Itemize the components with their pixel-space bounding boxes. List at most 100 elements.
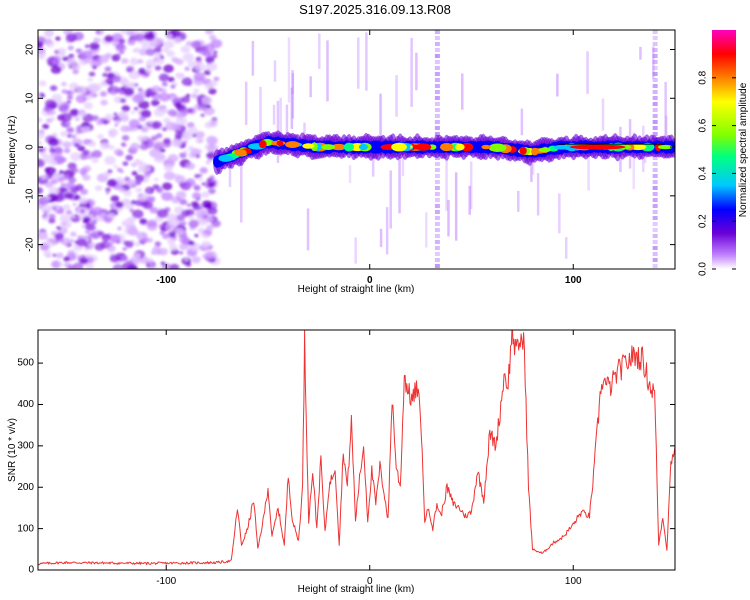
spectrogram-streak [587, 146, 590, 191]
spectrogram-cell [147, 257, 153, 262]
spectrogram-cell [72, 262, 84, 269]
spectrogram-cell [67, 162, 77, 170]
spectrogram-cell [154, 65, 162, 71]
spectrogram-streak [652, 84, 658, 88]
spectrogram-cell [119, 50, 125, 55]
spectrogram-cell [66, 95, 73, 100]
spectrogram-cell [204, 30, 214, 35]
spectrogram-streak [601, 98, 605, 131]
spectrogram-cell [136, 192, 149, 202]
spectrogram-cell [151, 85, 161, 93]
spectrogram-cell [76, 85, 88, 95]
spectrogram-cell [38, 158, 46, 168]
spectrogram-cell [137, 166, 146, 173]
spectrogram-cell [46, 196, 51, 201]
spectrogram-cell [65, 182, 75, 190]
spectrogram-cell [194, 63, 206, 72]
spectrogram-cell [91, 115, 99, 121]
spectrogram-cell [92, 65, 98, 70]
spectrogram-streak [652, 204, 658, 208]
spectrogram-cell [161, 81, 168, 87]
spectrogram-cell [103, 209, 108, 213]
spectrogram-cell [129, 142, 140, 151]
spectrogram-streak [652, 156, 658, 160]
spectrogram-cell [135, 160, 144, 166]
spectrogram-streak [434, 246, 440, 250]
spectrogram-streak [379, 93, 382, 160]
spectrogram-cell [57, 47, 67, 55]
spectrogram-cell [212, 54, 218, 59]
spectrogram-cell [130, 110, 136, 115]
spectrogram-cell [168, 231, 177, 238]
spectrogram-streak [652, 132, 658, 136]
spectrogram-cell [130, 162, 136, 167]
spectrogram-streak [348, 165, 352, 184]
spectrogram-streak [652, 198, 658, 202]
spectrogram-streak [371, 154, 375, 177]
spectrogram-cell [77, 110, 87, 117]
spectrogram-x-label: Height of straight line (km) [298, 284, 415, 295]
spectrogram-streak [434, 204, 440, 208]
ridge-peak [657, 144, 673, 150]
spectrogram-cell [206, 136, 218, 145]
spectrogram-ridge [213, 130, 675, 175]
spectrogram-streak [468, 185, 471, 215]
spectrogram-cell [170, 138, 183, 148]
spectrogram-streak [652, 72, 658, 76]
ridge-peak [302, 143, 315, 149]
spectrogram-cell [45, 237, 58, 247]
snr-frame [37, 329, 676, 571]
spectrogram-cell [109, 234, 121, 243]
spectrogram-cell [134, 241, 141, 247]
spectrogram-cell [69, 214, 76, 219]
spectrogram-cell [67, 45, 74, 51]
spectrogram-cell [203, 214, 208, 219]
ridge-peak [321, 144, 336, 150]
spectrogram-x-ticks: -100 0 100 [156, 30, 582, 286]
ridge-peak [553, 145, 571, 150]
spectrogram-cell [183, 140, 188, 144]
x-tick-label: -100 [156, 576, 176, 587]
spectrogram-cell [54, 232, 64, 240]
snr-x-ticks: -100 0 100 [156, 330, 582, 587]
spectrogram-streak [652, 252, 658, 256]
spectrogram-cell [105, 187, 111, 192]
spectrogram-cell [79, 257, 89, 265]
spectrogram-streak [469, 161, 473, 210]
spectrogram-cell [113, 164, 118, 168]
spectrogram-cell [89, 42, 100, 51]
spectrogram-cell [183, 132, 193, 140]
spectrogram-cell [87, 224, 96, 232]
spectrogram-streak [652, 216, 658, 220]
spectrogram-cell [55, 36, 61, 41]
spectrogram-cell [109, 254, 120, 263]
spectrogram-streak [434, 132, 440, 136]
spectrogram-cell [38, 231, 48, 240]
spectrogram-cell [117, 226, 122, 231]
spectrogram-cell [132, 94, 144, 104]
spectrogram-cell [91, 92, 98, 98]
spectrogram-cell [110, 195, 120, 203]
ridge-peak [481, 144, 491, 150]
spectrogram-cell [59, 219, 72, 229]
spectrogram-cell [119, 98, 127, 104]
spectrogram-cell [140, 109, 152, 118]
spectrogram-streak [425, 212, 428, 248]
spectrogram-cell [182, 53, 195, 62]
spectrogram-cell [40, 151, 47, 157]
spectrogram-cell [75, 184, 84, 191]
spectrogram-cell [38, 129, 45, 134]
spectrogram-y-label: Frequency (Hz) [7, 116, 18, 185]
spectrogram-streak [652, 126, 658, 130]
spectrogram-cell [152, 250, 158, 255]
x-tick-label: 100 [565, 576, 582, 587]
spectrogram-cell [52, 206, 57, 210]
spectrogram-cell [165, 121, 177, 131]
spectrogram-streak [664, 81, 667, 148]
spectrogram-cell [158, 73, 170, 82]
spectrogram-cell [99, 91, 108, 97]
spectrogram-cell [44, 38, 53, 45]
spectrogram-cell [88, 213, 94, 218]
spectrogram-cell [69, 108, 80, 117]
spectrogram-cell [209, 175, 215, 180]
